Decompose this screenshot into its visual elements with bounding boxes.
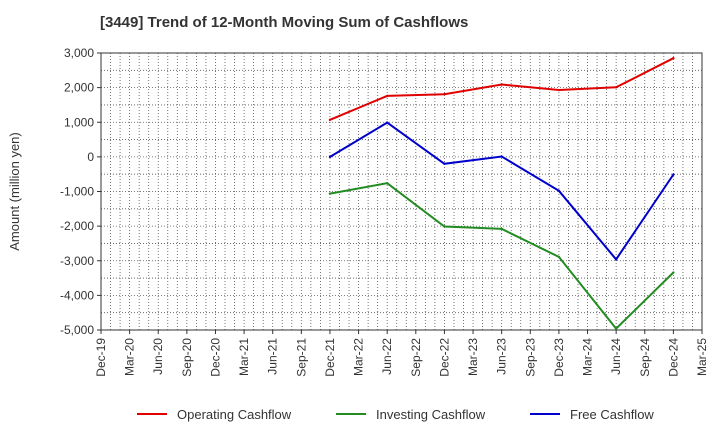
y-tick-label: -4,000 — [60, 288, 94, 302]
x-tick-label: Mar-21 — [237, 338, 251, 376]
data-point — [385, 94, 389, 98]
data-point — [500, 227, 503, 231]
x-tick-label: Jun-21 — [266, 338, 280, 375]
legend: Operating Cashflow Investing Cashflow Free… — [137, 407, 654, 422]
x-tick-label: Jun-24 — [609, 338, 623, 375]
data-point — [614, 327, 618, 330]
x-tick-label: Mar-24 — [581, 338, 595, 376]
x-tick-label: Jun-23 — [495, 338, 509, 375]
x-tick-label: Sep-23 — [523, 338, 537, 377]
data-point — [557, 255, 561, 259]
data-point — [328, 192, 332, 195]
legend-label: Investing Cashflow — [376, 407, 486, 422]
x-tick-label: Sep-20 — [180, 338, 194, 377]
y-axis-label: Amount (million yen) — [7, 132, 22, 251]
data-point — [672, 271, 675, 274]
y-tick-label: 3,000 — [64, 46, 94, 60]
x-tick-label: Dec-21 — [323, 338, 337, 377]
x-tick-label: Mar-23 — [466, 338, 480, 376]
x-tick-label: Jun-20 — [151, 338, 165, 375]
y-tick-label: 1,000 — [64, 115, 94, 129]
data-point — [443, 225, 446, 228]
x-tick-label: Dec-23 — [552, 338, 566, 377]
x-tick-label: Sep-22 — [409, 338, 423, 377]
x-tick-label: Dec-19 — [94, 338, 108, 377]
data-point — [443, 162, 446, 165]
grid-layer — [100, 52, 703, 331]
data-point — [557, 88, 561, 92]
data-point — [328, 118, 332, 122]
axis-layer: 3,000 2,000 1,000 0 -1,000 -2,000 -3,000 -4,000… — [7, 46, 709, 377]
series-layer — [328, 56, 675, 331]
data-point — [672, 173, 675, 176]
y-tick-label: 2,000 — [64, 81, 94, 95]
data-point — [328, 155, 332, 159]
data-point — [672, 56, 675, 60]
x-tick-label: Dec-24 — [666, 338, 680, 377]
data-point — [557, 189, 561, 193]
y-tick-label: -3,000 — [60, 254, 94, 268]
x-tick-label: Dec-20 — [208, 338, 222, 377]
data-point — [443, 93, 446, 96]
x-tick-label: Mar-22 — [352, 338, 366, 376]
legend-label: Operating Cashflow — [177, 407, 292, 422]
data-point — [614, 86, 618, 89]
y-tick-label: -1,000 — [60, 185, 94, 199]
data-point — [500, 83, 503, 86]
x-tick-label: Sep-21 — [294, 338, 308, 377]
data-point — [500, 155, 503, 158]
legend-label: Free Cashflow — [570, 407, 654, 422]
y-tick-label: -5,000 — [60, 323, 94, 337]
x-tick-label: Mar-25 — [695, 338, 709, 376]
x-tick-label: Dec-22 — [437, 338, 451, 377]
chart-title: [3449] Trend of 12-Month Moving Sum of C… — [100, 14, 469, 31]
data-point — [385, 181, 389, 185]
x-tick-label: Mar-20 — [123, 338, 137, 376]
y-tick-label: 0 — [87, 150, 94, 164]
y-tick-label: -2,000 — [60, 219, 94, 233]
data-point — [614, 258, 618, 261]
x-tick-label: Sep-24 — [638, 338, 652, 377]
data-point — [385, 121, 389, 124]
x-tick-label: Jun-22 — [380, 338, 394, 375]
